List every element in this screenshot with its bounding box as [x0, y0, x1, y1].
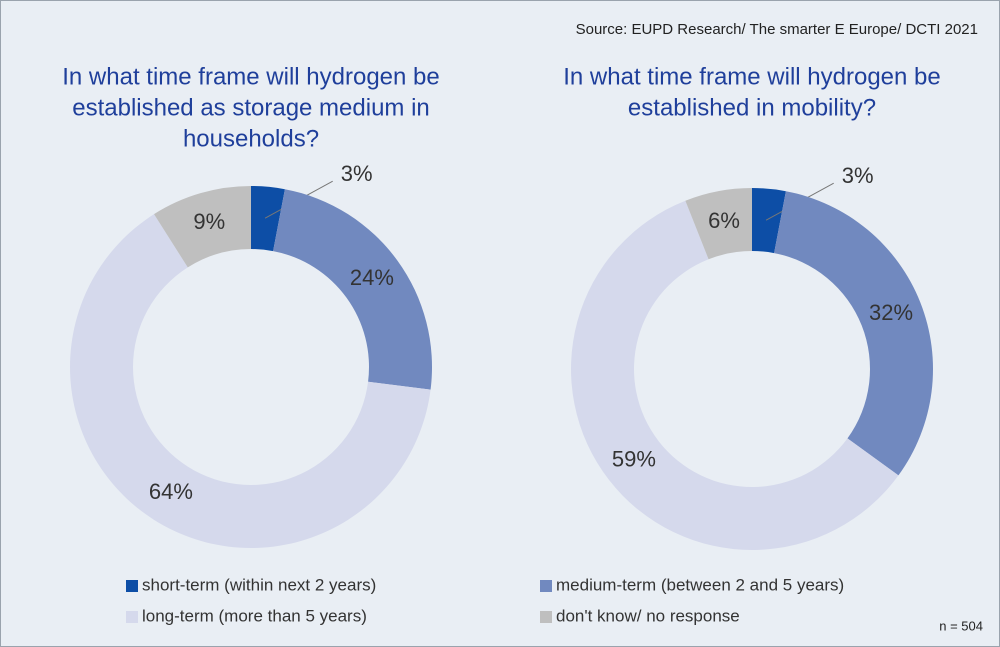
donut-slice [571, 200, 899, 550]
value-label: 32% [869, 300, 913, 325]
chart-title: In what time frame will hydrogen be [563, 63, 941, 90]
source: Source: EUPD Research/ The smarter E Eur… [576, 21, 978, 38]
legend-swatch [540, 580, 552, 592]
donut-slice [69, 214, 431, 549]
legend-swatch [540, 611, 552, 623]
value-label: 6% [708, 208, 740, 233]
value-label: 3% [842, 163, 874, 188]
value-label: 59% [612, 446, 656, 471]
donut-slice [251, 186, 285, 252]
value-label: 9% [193, 209, 225, 234]
donut-slice [685, 188, 752, 260]
value-label: 24% [350, 265, 394, 290]
legend-swatch [126, 580, 138, 592]
chart-title: households? [183, 125, 319, 152]
legend-label: don't know/ no response [556, 606, 740, 625]
legend-swatch [126, 611, 138, 623]
donut-slice [752, 187, 786, 254]
legend-label: short-term (within next 2 years) [142, 575, 376, 594]
value-label: 64% [149, 479, 193, 504]
value-label: 3% [341, 161, 373, 186]
donut-slice [154, 186, 251, 268]
donut-slice [273, 189, 432, 390]
chart-title: In what time frame will hydrogen be [62, 63, 440, 90]
donut-slice [774, 191, 933, 476]
legend-label: medium-term (between 2 and 5 years) [556, 575, 844, 594]
note: n = 504 [939, 618, 983, 633]
legend-label: long-term (more than 5 years) [142, 606, 367, 625]
chart-title: established as storage medium in [72, 94, 430, 121]
chart-title: established in mobility? [628, 94, 876, 121]
